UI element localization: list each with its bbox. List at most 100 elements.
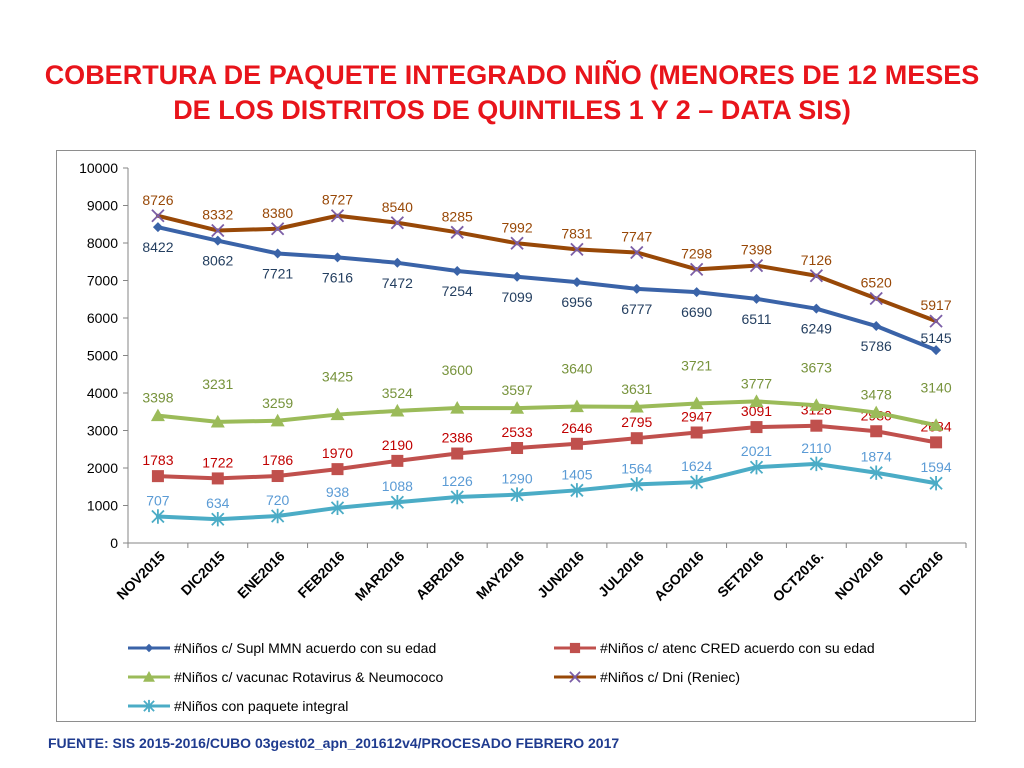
- data-point: [571, 277, 582, 288]
- data-point: [749, 394, 764, 407]
- data-point: [212, 235, 223, 246]
- data-point: [631, 283, 642, 294]
- data-label: 6777: [621, 301, 652, 317]
- x-tick-label: OCT2016.: [769, 548, 826, 605]
- data-label: 7747: [621, 228, 652, 244]
- data-point: [390, 216, 404, 230]
- data-label: 3259: [262, 395, 293, 411]
- legend-entry: #Niños c/ Dni (Reniec): [600, 669, 740, 685]
- data-point: [512, 271, 523, 282]
- y-tick-label: 1000: [87, 498, 118, 514]
- data-label: 7126: [801, 252, 832, 268]
- data-point: [390, 495, 404, 510]
- data-label: 7616: [322, 269, 353, 285]
- data-point: [144, 643, 154, 653]
- data-point: [931, 345, 942, 356]
- data-point: [570, 437, 583, 450]
- data-label: 7298: [681, 245, 712, 261]
- data-point: [870, 425, 883, 438]
- data-label: 3597: [501, 382, 532, 398]
- y-tick-label: 3000: [87, 423, 118, 439]
- data-point: [211, 512, 225, 527]
- data-point: [510, 236, 524, 250]
- data-point: [749, 258, 764, 273]
- series-line: [155, 399, 939, 428]
- data-label: 634: [206, 495, 230, 511]
- x-tick-label: NOV2016: [832, 548, 887, 603]
- data-point: [930, 436, 943, 449]
- y-tick-label: 0: [110, 535, 118, 551]
- data-point: [143, 671, 155, 682]
- data-label: 3425: [322, 369, 353, 385]
- x-tick-label: DIC2015: [178, 548, 229, 599]
- data-point: [143, 699, 155, 713]
- data-label: 2646: [561, 420, 592, 436]
- x-tick-label: SET2016: [714, 548, 767, 601]
- x-tick-label: NOV2015: [113, 548, 168, 603]
- data-label: 6249: [801, 321, 832, 337]
- y-tick-label: 10000: [79, 160, 118, 176]
- data-point: [450, 225, 464, 239]
- data-label: 2386: [442, 430, 473, 446]
- source-note: FUENTE: SIS 2015-2016/CUBO 03gest02_apn_…: [48, 735, 620, 751]
- data-label: 7398: [741, 242, 772, 258]
- data-point: [272, 248, 283, 259]
- data-label: 1783: [142, 452, 173, 468]
- data-point: [450, 401, 465, 414]
- data-point: [750, 421, 763, 434]
- data-label: 3524: [382, 385, 413, 401]
- data-label: 3478: [861, 387, 892, 403]
- data-point: [270, 413, 285, 427]
- data-point: [331, 463, 344, 476]
- data-label: 8422: [142, 239, 173, 255]
- x-tick-label: ABR2016: [413, 548, 468, 603]
- data-point: [929, 476, 943, 491]
- data-point: [929, 418, 944, 431]
- data-point: [151, 470, 164, 483]
- x-tick-label: ENE2016: [234, 548, 288, 602]
- data-label: 3398: [142, 390, 173, 406]
- data-label: 3091: [741, 403, 772, 419]
- data-point: [151, 509, 165, 524]
- data-label: 1624: [681, 458, 712, 474]
- data-label: 3140: [920, 379, 951, 395]
- data-label: 1786: [262, 452, 293, 468]
- data-point: [689, 396, 704, 410]
- data-point: [569, 399, 584, 413]
- y-tick-label: 9000: [87, 198, 118, 214]
- data-point: [330, 500, 345, 516]
- data-point: [569, 671, 581, 683]
- data-point: [330, 209, 345, 223]
- x-tick-label: AGO2016: [651, 548, 707, 604]
- data-label: 7472: [382, 275, 413, 291]
- data-point: [869, 465, 883, 480]
- data-label: 1405: [561, 466, 592, 482]
- data-point: [211, 472, 224, 485]
- data-point: [630, 245, 644, 260]
- legend-entry: #Niños c/ vacunac Rotavirus & Neumococo: [174, 669, 443, 685]
- data-label: 1088: [382, 478, 413, 494]
- data-label: 8062: [202, 253, 233, 269]
- data-point: [392, 257, 403, 268]
- data-point: [152, 222, 163, 233]
- data-point: [450, 489, 464, 505]
- data-label: 3231: [202, 376, 233, 392]
- data-label: 8726: [142, 192, 173, 208]
- data-label: 8380: [262, 205, 293, 221]
- data-label: 1970: [322, 445, 353, 461]
- data-point: [150, 408, 165, 422]
- data-label: 707: [146, 492, 170, 508]
- data-label: 938: [326, 484, 350, 500]
- data-point: [451, 447, 464, 460]
- data-label: 6956: [561, 294, 592, 310]
- data-label: 3640: [561, 361, 592, 377]
- data-label: 5786: [861, 338, 892, 354]
- data-point: [569, 642, 581, 654]
- page-title: COBERTURA DE PAQUETE INTEGRADO NIÑO (MEN…: [44, 60, 980, 125]
- data-label: 8285: [442, 208, 473, 224]
- data-label: 3721: [681, 357, 712, 373]
- data-label: 3777: [741, 375, 772, 391]
- data-label: 5917: [920, 297, 951, 313]
- data-label: 7992: [501, 219, 532, 235]
- data-label: 6690: [681, 304, 712, 320]
